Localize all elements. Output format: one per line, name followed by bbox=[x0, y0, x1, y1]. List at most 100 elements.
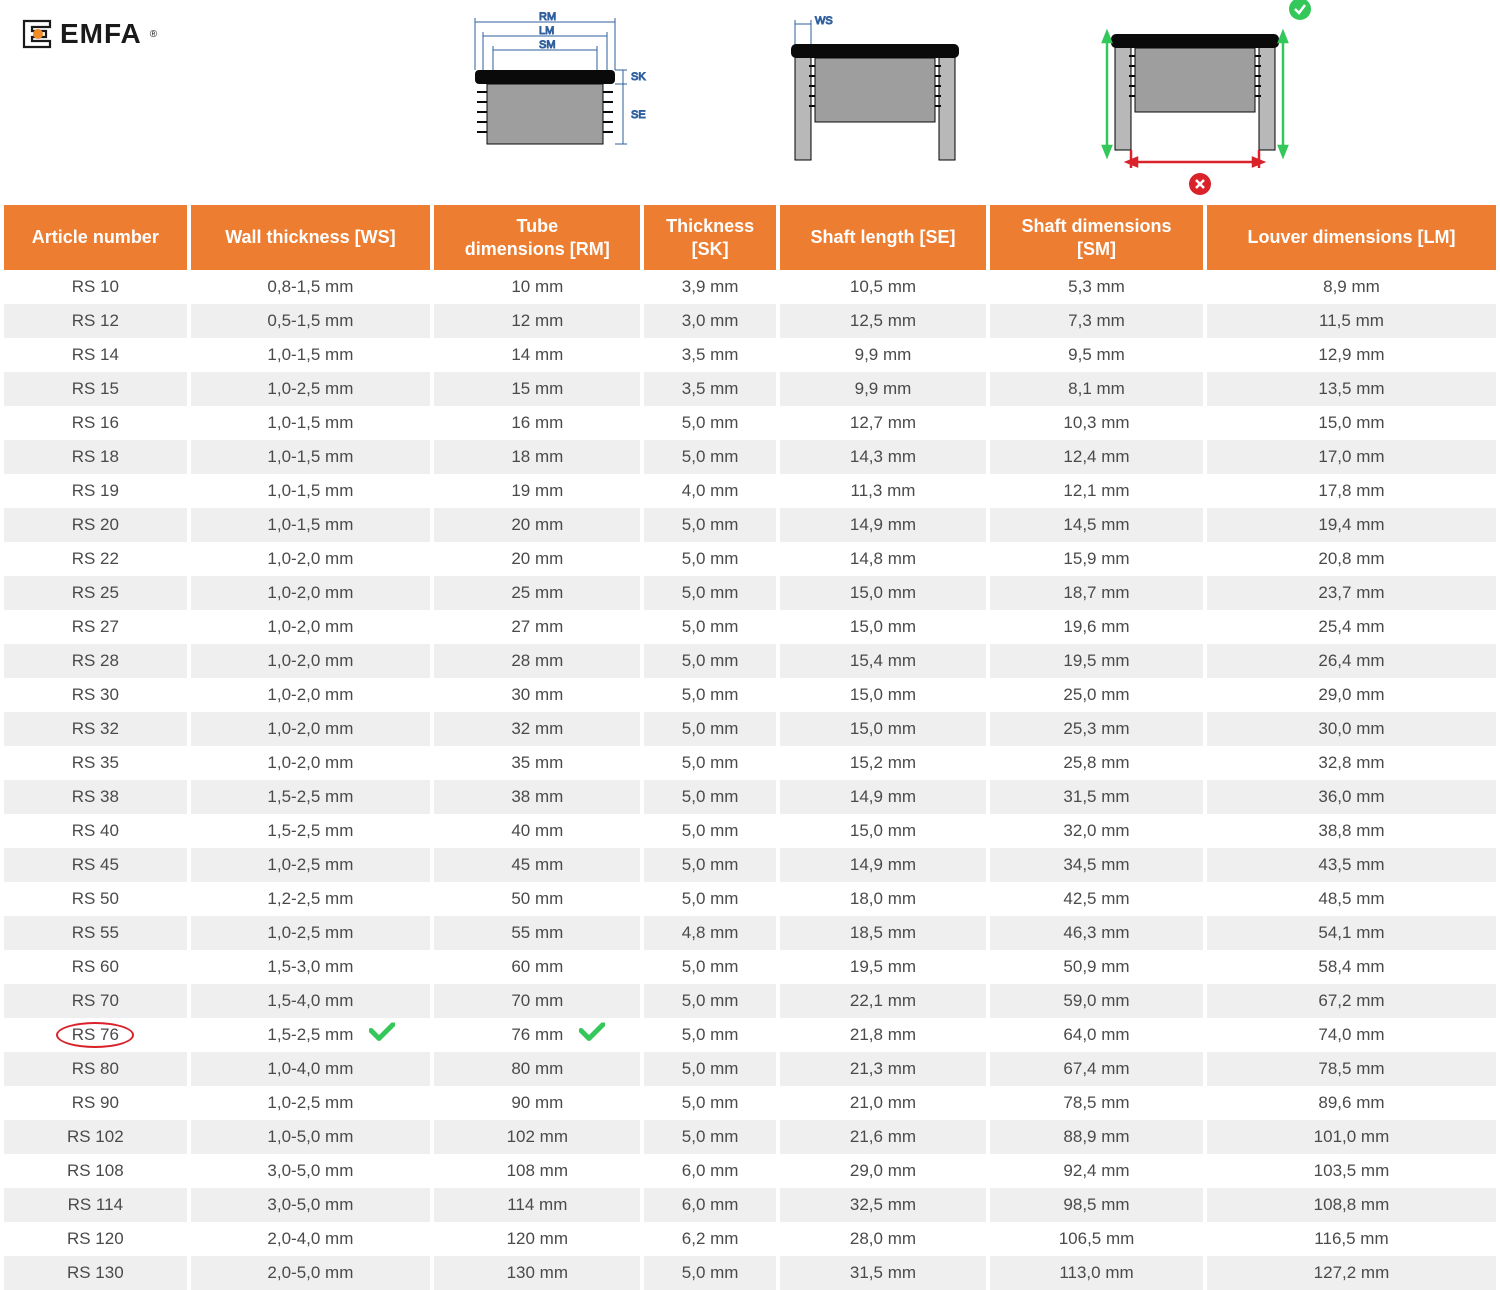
table-cell: 114 mm bbox=[434, 1188, 640, 1222]
table-cell: 5,0 mm bbox=[644, 712, 775, 746]
table-cell: 80 mm bbox=[434, 1052, 640, 1086]
table-cell: 15,0 mm bbox=[780, 576, 986, 610]
table-cell: RS 70 bbox=[4, 984, 187, 1018]
table-cell: 30,0 mm bbox=[1207, 712, 1496, 746]
table-cell: 67,2 mm bbox=[1207, 984, 1496, 1018]
table-cell: 38,8 mm bbox=[1207, 814, 1496, 848]
table-cell: 6,2 mm bbox=[644, 1222, 775, 1256]
table-cell: 106,5 mm bbox=[990, 1222, 1203, 1256]
table-cell: 7,3 mm bbox=[990, 304, 1203, 338]
table-cell: 92,4 mm bbox=[990, 1154, 1203, 1188]
table-cell: 58,4 mm bbox=[1207, 950, 1496, 984]
table-cell: 18 mm bbox=[434, 440, 640, 474]
table-cell: 5,3 mm bbox=[990, 270, 1203, 304]
table-cell: 5,0 mm bbox=[644, 508, 775, 542]
check-icon bbox=[579, 1023, 605, 1048]
table-cell: 12,7 mm bbox=[780, 406, 986, 440]
column-header: Tubedimensions [RM] bbox=[434, 205, 640, 270]
table-cell: 15,9 mm bbox=[990, 542, 1203, 576]
table-cell: 5,0 mm bbox=[644, 814, 775, 848]
table-cell: 14,5 mm bbox=[990, 508, 1203, 542]
table-cell: 64,0 mm bbox=[990, 1018, 1203, 1052]
table-row: RS 161,0-1,5 mm16 mm5,0 mm12,7 mm10,3 mm… bbox=[4, 406, 1496, 440]
table-cell: 30 mm bbox=[434, 678, 640, 712]
table-cell: 1,0-1,5 mm bbox=[191, 406, 431, 440]
table-cell: 46,3 mm bbox=[990, 916, 1203, 950]
table-cell: 35 mm bbox=[434, 746, 640, 780]
table-cell: RS 55 bbox=[4, 916, 187, 950]
table-cell: 5,0 mm bbox=[644, 984, 775, 1018]
table-cell: RS 28 bbox=[4, 644, 187, 678]
table-cell: 15,0 mm bbox=[780, 610, 986, 644]
table-cell: 5,0 mm bbox=[644, 440, 775, 474]
table-cell: 19,5 mm bbox=[990, 644, 1203, 678]
table-cell: 15 mm bbox=[434, 372, 640, 406]
table-cell: 1,0-2,0 mm bbox=[191, 678, 431, 712]
table-row: RS 1202,0-4,0 mm120 mm6,2 mm28,0 mm106,5… bbox=[4, 1222, 1496, 1256]
table-cell: RS 35 bbox=[4, 746, 187, 780]
table-cell: 55 mm bbox=[434, 916, 640, 950]
table-cell: 13,5 mm bbox=[1207, 372, 1496, 406]
table-cell: 28,0 mm bbox=[780, 1222, 986, 1256]
check-icon bbox=[369, 1023, 395, 1048]
table-cell: 1,0-2,0 mm bbox=[191, 712, 431, 746]
logo-mark-icon bbox=[20, 19, 54, 49]
table-row: RS 351,0-2,0 mm35 mm5,0 mm15,2 mm25,8 mm… bbox=[4, 746, 1496, 780]
table-cell: 15,0 mm bbox=[780, 712, 986, 746]
no-badge-icon bbox=[1189, 173, 1211, 195]
table-cell: 40 mm bbox=[434, 814, 640, 848]
diagram-wall-thickness: WS bbox=[775, 10, 975, 175]
table-row: RS 1143,0-5,0 mm114 mm6,0 mm32,5 mm98,5 … bbox=[4, 1188, 1496, 1222]
table-cell: 1,5-4,0 mm bbox=[191, 984, 431, 1018]
table-cell: RS 12 bbox=[4, 304, 187, 338]
table-cell: 5,0 mm bbox=[644, 848, 775, 882]
table-cell: RS 16 bbox=[4, 406, 187, 440]
table-cell: 14,3 mm bbox=[780, 440, 986, 474]
table-cell: 23,7 mm bbox=[1207, 576, 1496, 610]
table-row: RS 761,5-2,5 mm76 mm5,0 mm21,8 mm64,0 mm… bbox=[4, 1018, 1496, 1052]
table-cell: 21,8 mm bbox=[780, 1018, 986, 1052]
table-row: RS 601,5-3,0 mm60 mm5,0 mm19,5 mm50,9 mm… bbox=[4, 950, 1496, 984]
table-cell: 1,0-2,0 mm bbox=[191, 576, 431, 610]
table-cell: 9,5 mm bbox=[990, 338, 1203, 372]
table-cell: 12 mm bbox=[434, 304, 640, 338]
table-cell: RS 90 bbox=[4, 1086, 187, 1120]
table-cell: 6,0 mm bbox=[644, 1188, 775, 1222]
table-cell: 5,0 mm bbox=[644, 746, 775, 780]
table-cell: 21,3 mm bbox=[780, 1052, 986, 1086]
table-cell: 10,5 mm bbox=[780, 270, 986, 304]
table-cell: 1,0-1,5 mm bbox=[191, 338, 431, 372]
table-cell: RS 108 bbox=[4, 1154, 187, 1188]
table-row: RS 701,5-4,0 mm70 mm5,0 mm22,1 mm59,0 mm… bbox=[4, 984, 1496, 1018]
svg-text:LM: LM bbox=[539, 25, 554, 37]
table-cell: RS 114 bbox=[4, 1188, 187, 1222]
table-cell: RS 27 bbox=[4, 610, 187, 644]
table-cell: 5,0 mm bbox=[644, 882, 775, 916]
table-cell: 20,8 mm bbox=[1207, 542, 1496, 576]
table-cell: 89,6 mm bbox=[1207, 1086, 1496, 1120]
table-row: RS 1021,0-5,0 mm102 mm5,0 mm21,6 mm88,9 … bbox=[4, 1120, 1496, 1154]
table-cell: 16 mm bbox=[434, 406, 640, 440]
table-cell: 19,4 mm bbox=[1207, 508, 1496, 542]
table-cell: 1,0-2,0 mm bbox=[191, 542, 431, 576]
table-cell: 15,0 mm bbox=[780, 814, 986, 848]
table-cell: 12,1 mm bbox=[990, 474, 1203, 508]
table-cell: 26,4 mm bbox=[1207, 644, 1496, 678]
column-header: Wall thickness [WS] bbox=[191, 205, 431, 270]
brand-logo: EMFA® bbox=[20, 18, 220, 50]
table-cell: 60 mm bbox=[434, 950, 640, 984]
table-cell: 127,2 mm bbox=[1207, 1256, 1496, 1290]
column-header: Article number bbox=[4, 205, 187, 270]
table-cell: 31,5 mm bbox=[780, 1256, 986, 1290]
brand-superscript: ® bbox=[150, 29, 158, 40]
table-cell: 14 mm bbox=[434, 338, 640, 372]
table-cell: 116,5 mm bbox=[1207, 1222, 1496, 1256]
table-header: Article numberWall thickness [WS]Tubedim… bbox=[4, 205, 1496, 270]
table-cell: RS 22 bbox=[4, 542, 187, 576]
table-cell: 18,7 mm bbox=[990, 576, 1203, 610]
table-cell: RS 50 bbox=[4, 882, 187, 916]
table-cell: 0,8-1,5 mm bbox=[191, 270, 431, 304]
table-cell: RS 40 bbox=[4, 814, 187, 848]
table-row: RS 1083,0-5,0 mm108 mm6,0 mm29,0 mm92,4 … bbox=[4, 1154, 1496, 1188]
table-cell: 25 mm bbox=[434, 576, 640, 610]
